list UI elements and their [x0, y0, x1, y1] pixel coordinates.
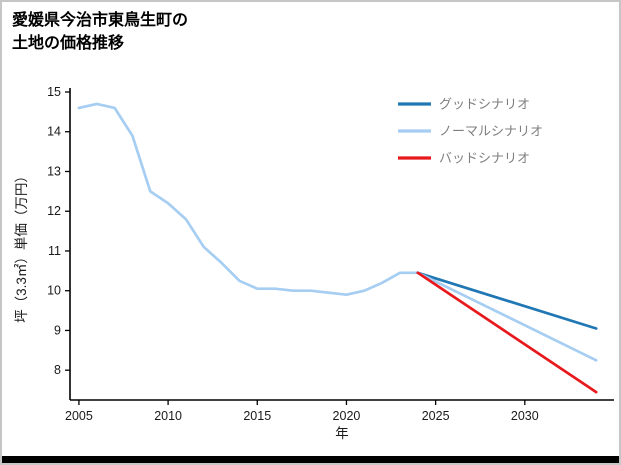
y-tick-label: 11: [48, 244, 61, 258]
x-tick-label: 2025: [422, 409, 450, 423]
legend-label-normal: ノーマルシナリオ: [439, 124, 543, 139]
series-line-bad: [416, 271, 598, 394]
y-tick-label: 15: [47, 85, 61, 99]
x-tick-label: 2020: [333, 409, 361, 423]
price-trend-chart: 2005 2010 2015 2020 2025 2030 8 9 10 11 12 13 14 15 年 坪…: [14, 85, 614, 441]
x-tick-label: 2015: [243, 409, 271, 423]
bottom-black-bar: [2, 456, 619, 463]
y-axis-label: 坪（3.3㎡）単価（万円）: [14, 169, 29, 323]
series-line-good: [416, 271, 598, 330]
y-tick-label: 14: [47, 125, 61, 139]
legend-label-good: グッドシナリオ: [439, 97, 530, 112]
y-tick-label: 12: [47, 204, 61, 218]
legend-item-bad: バッドシナリオ: [398, 151, 530, 166]
y-tick-label: 8: [54, 363, 61, 377]
x-tick-label: 2005: [65, 409, 93, 423]
chart-title-line2: 土地の価格推移: [12, 35, 125, 53]
x-tick-label: 2030: [511, 409, 539, 423]
chart-title: 愛媛県今治市東鳥生町の 土地の価格推移: [12, 9, 188, 55]
legend-item-good: グッドシナリオ: [398, 97, 530, 112]
y-tick-label: 10: [47, 284, 61, 298]
legend-item-normal: ノーマルシナリオ: [398, 124, 543, 139]
series-line-normal: [416, 271, 598, 362]
y-tick-label: 9: [54, 323, 61, 337]
series-line-history: [77, 102, 420, 297]
y-tick-label: 13: [47, 164, 61, 178]
chart-title-line1: 愛媛県今治市東鳥生町の: [12, 12, 189, 29]
legend-label-bad: バッドシナリオ: [439, 151, 530, 166]
x-axis-label: 年: [335, 426, 349, 441]
x-tick-label: 2010: [154, 409, 182, 423]
